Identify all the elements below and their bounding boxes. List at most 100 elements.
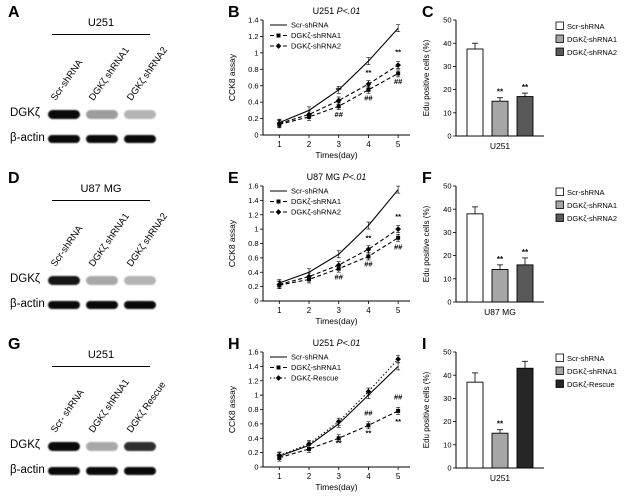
western-band: [124, 467, 156, 475]
svg-text:1: 1: [254, 391, 258, 400]
svg-text:Times(day): Times(day): [315, 482, 357, 492]
svg-text:Scr-shRNA: Scr-shRNA: [567, 188, 605, 197]
svg-text:1.2: 1.2: [248, 376, 258, 385]
svg-text:Scr-shRNA: Scr-shRNA: [291, 21, 329, 30]
svg-text:U251 P<.01: U251 P<.01: [313, 6, 361, 16]
svg-text:Scr-shRNA: Scr-shRNA: [567, 354, 605, 363]
svg-text:##: ##: [394, 392, 403, 401]
svg-text:Edu positive cells (%): Edu positive cells (%): [422, 205, 431, 282]
svg-text:1: 1: [277, 140, 282, 149]
panel-letter-i: I: [422, 336, 427, 353]
svg-text:20: 20: [443, 417, 451, 426]
svg-text:0.8: 0.8: [248, 239, 258, 248]
cell-line-label: U251: [87, 349, 115, 361]
panel-h: H 0 0.2 0.4 0.6 0.8 1 1.2 1.4 1.6 1 2 3 4 5 Times(day)…: [226, 336, 418, 498]
western-band: [86, 110, 118, 119]
svg-text:1: 1: [277, 472, 282, 481]
svg-text:DGKζ-shRNA1: DGKζ-shRNA1: [567, 367, 617, 376]
svg-text:0: 0: [254, 463, 258, 472]
svg-text:50: 50: [443, 182, 451, 191]
svg-text:U251: U251: [490, 473, 511, 483]
svg-text:**: **: [497, 255, 504, 264]
svg-text:1.4: 1.4: [248, 16, 258, 25]
cck8-line-chart-u87mg: 0 0.2 0.4 0.6 0.8 1 1.2 1.4 1.6 1 2 3 4 5 Times(day) CC…: [227, 172, 410, 326]
panel-letter-g: G: [8, 336, 21, 353]
svg-text:CCK8 assay: CCK8 assay: [227, 219, 237, 267]
svg-text:DGKζ-shRNA2: DGKζ-shRNA2: [291, 42, 341, 51]
svg-text:**: **: [336, 438, 342, 447]
svg-text:0.6: 0.6: [248, 81, 258, 90]
svg-text:Times(day): Times(day): [315, 150, 357, 160]
svg-text:DGKζ-shRNA2: DGKζ-shRNA2: [291, 208, 341, 217]
protein-label: DGKζ: [10, 107, 40, 119]
svg-text:40: 40: [443, 39, 451, 48]
svg-text:20: 20: [443, 251, 451, 260]
svg-text:DGKζ-shRNA1: DGKζ-shRNA1: [291, 31, 341, 40]
svg-text:1: 1: [254, 225, 258, 234]
lane-underline: [52, 34, 150, 35]
svg-text:50: 50: [443, 16, 451, 25]
western-band: [124, 442, 156, 451]
svg-text:CCK8 assay: CCK8 assay: [227, 53, 237, 101]
cell-line-label: U87 MG: [80, 183, 122, 195]
svg-text:**: **: [395, 417, 401, 426]
svg-text:1.4: 1.4: [248, 196, 258, 205]
svg-text:0.8: 0.8: [248, 65, 258, 74]
svg-text:Scr-shRNA: Scr-shRNA: [567, 22, 605, 31]
western-band: [124, 135, 156, 143]
panel-b: B 0 0.2 0.4 0.6 0.8 1 1.2 1.4 1 2 3 4 5 Times(day) CCK…: [226, 4, 418, 166]
panel-letter-e: E: [228, 170, 239, 187]
svg-text:1.4: 1.4: [248, 362, 258, 371]
svg-text:0.4: 0.4: [248, 268, 258, 277]
protein-label: DGKζ: [10, 273, 40, 285]
svg-text:40: 40: [443, 371, 451, 380]
svg-text:0: 0: [254, 297, 258, 306]
protein-label: β-actin: [10, 464, 45, 476]
svg-text:4: 4: [366, 472, 371, 481]
svg-text:U87 MG: U87 MG: [484, 307, 516, 317]
svg-text:2: 2: [307, 140, 312, 149]
panel-c: C 0 10 20 30 40 50 ** ** U251 Edu positive cells …: [420, 4, 636, 166]
svg-text:30: 30: [443, 394, 451, 403]
svg-text:**: **: [366, 428, 372, 437]
svg-text:DGKζ-shRNA1: DGKζ-shRNA1: [291, 197, 341, 206]
svg-text:4: 4: [366, 140, 371, 149]
western-band: [86, 467, 118, 475]
svg-text:**: **: [497, 420, 504, 429]
svg-text:2: 2: [307, 472, 312, 481]
cck8-line-chart-u251-rescue: 0 0.2 0.4 0.6 0.8 1 1.2 1.4 1.6 1 2 3 4 5 Times(day) CC…: [227, 338, 410, 492]
svg-text:Scr-shRNA: Scr-shRNA: [291, 187, 329, 196]
svg-text:1.2: 1.2: [248, 210, 258, 219]
svg-text:Edu positive cells (%): Edu positive cells (%): [422, 39, 431, 116]
western-band: [48, 135, 80, 143]
svg-text:**: **: [395, 212, 401, 221]
edu-bar-chart-u251-rescue: 0 10 20 30 40 50 ** U251 Edu positive cells (%) S…: [422, 348, 617, 483]
lane-label: Scr- shRNA: [48, 387, 87, 435]
panel-d: D U87 MG Scr-shRNA DGKζ shRNA1 DGKζ shRN…: [6, 170, 220, 332]
svg-text:**: **: [522, 83, 529, 92]
svg-text:0.4: 0.4: [248, 434, 258, 443]
panel-i: I 0 10 20 30 40 50 ** U251 Edu positive cells (%…: [420, 336, 636, 498]
svg-text:Edu positive cells (%): Edu positive cells (%): [422, 371, 431, 448]
lane-label: DGKζ Rescue: [124, 379, 169, 435]
svg-text:DGKζ-shRNA2: DGKζ-shRNA2: [567, 48, 617, 57]
panel-a: A U251 Scr-shRNA DGKζ shRNA1 DGKζ shRNA2…: [6, 4, 220, 166]
svg-text:##: ##: [394, 242, 403, 251]
western-band: [48, 276, 80, 285]
svg-text:**: **: [336, 85, 342, 94]
western-band: [86, 301, 118, 309]
cck8-line-chart-u251: 0 0.2 0.4 0.6 0.8 1 1.2 1.4 1 2 3 4 5 Times(day) CCK8 …: [227, 6, 410, 160]
lane-underline: [52, 366, 150, 367]
svg-text:1.6: 1.6: [248, 348, 258, 357]
svg-text:##: ##: [335, 110, 344, 119]
western-band: [124, 276, 156, 285]
svg-text:1.2: 1.2: [248, 32, 258, 41]
svg-text:DGKζ-Rescue: DGKζ-Rescue: [567, 380, 615, 389]
svg-text:U251: U251: [490, 141, 511, 151]
svg-text:DGKζ-shRNA1: DGKζ-shRNA1: [567, 201, 617, 210]
svg-text:DGKζ-shRNA1: DGKζ-shRNA1: [291, 363, 341, 372]
western-band: [124, 110, 156, 119]
svg-text:0.2: 0.2: [248, 448, 258, 457]
svg-text:10: 10: [443, 274, 451, 283]
